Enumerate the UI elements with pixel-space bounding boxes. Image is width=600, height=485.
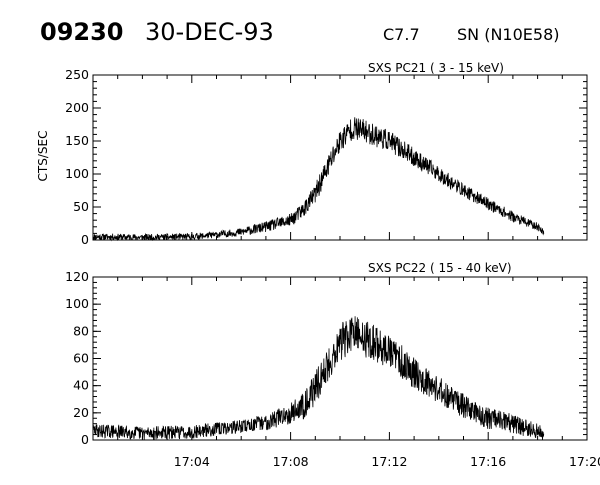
panel1-title: SXS PC21 ( 3 - 15 keV) xyxy=(368,61,504,75)
panel2-frame xyxy=(92,276,588,441)
panel1-ylabel: CTS/SEC xyxy=(36,131,50,182)
panel2-series-line xyxy=(92,316,545,441)
panel2-ytick-label: 120 xyxy=(65,269,89,284)
panel1-ytick-label: 200 xyxy=(65,100,89,115)
panel1-ytick-label: 0 xyxy=(81,232,89,247)
panel2-xtick-label: 17:08 xyxy=(273,454,309,469)
panel1-series-line xyxy=(92,117,545,242)
flare-location: SN (N10E58) xyxy=(457,25,560,44)
panel2-xtick-label: 17:04 xyxy=(174,454,210,469)
panel2-ytick-label: 80 xyxy=(73,323,89,338)
panel1-ytick-label: 150 xyxy=(65,133,89,148)
panel1-ytick-label: 250 xyxy=(65,67,89,82)
panel2-ytick-label: 40 xyxy=(73,378,89,393)
panel1-layer: 0 50 100 150 200 250 xyxy=(65,67,588,247)
event-id: 09230 xyxy=(40,18,124,46)
panel2-layer: 0 20 40 60 80 100 120 17:04 17:08 17:12 17:16 17:20 xyxy=(65,269,600,469)
event-date: 30-DEC-93 xyxy=(145,18,274,46)
panel1-ytick-label: 50 xyxy=(73,199,89,214)
panel2-ytick-label: 20 xyxy=(73,405,89,420)
panel2-ytick-label: 60 xyxy=(73,351,89,366)
panel2-ytick-label: 0 xyxy=(81,432,89,447)
panel1-ytick-label: 100 xyxy=(65,166,89,181)
panel2-ytick-label: 100 xyxy=(65,296,89,311)
flare-class: C7.7 xyxy=(383,25,420,44)
panel2-xtick-label: 17:12 xyxy=(371,454,407,469)
panel2-xtick-label: 17:16 xyxy=(470,454,506,469)
panel2-xtick-label: 17:20 xyxy=(569,454,600,469)
panel2-title: SXS PC22 ( 15 - 40 keV) xyxy=(368,261,512,275)
